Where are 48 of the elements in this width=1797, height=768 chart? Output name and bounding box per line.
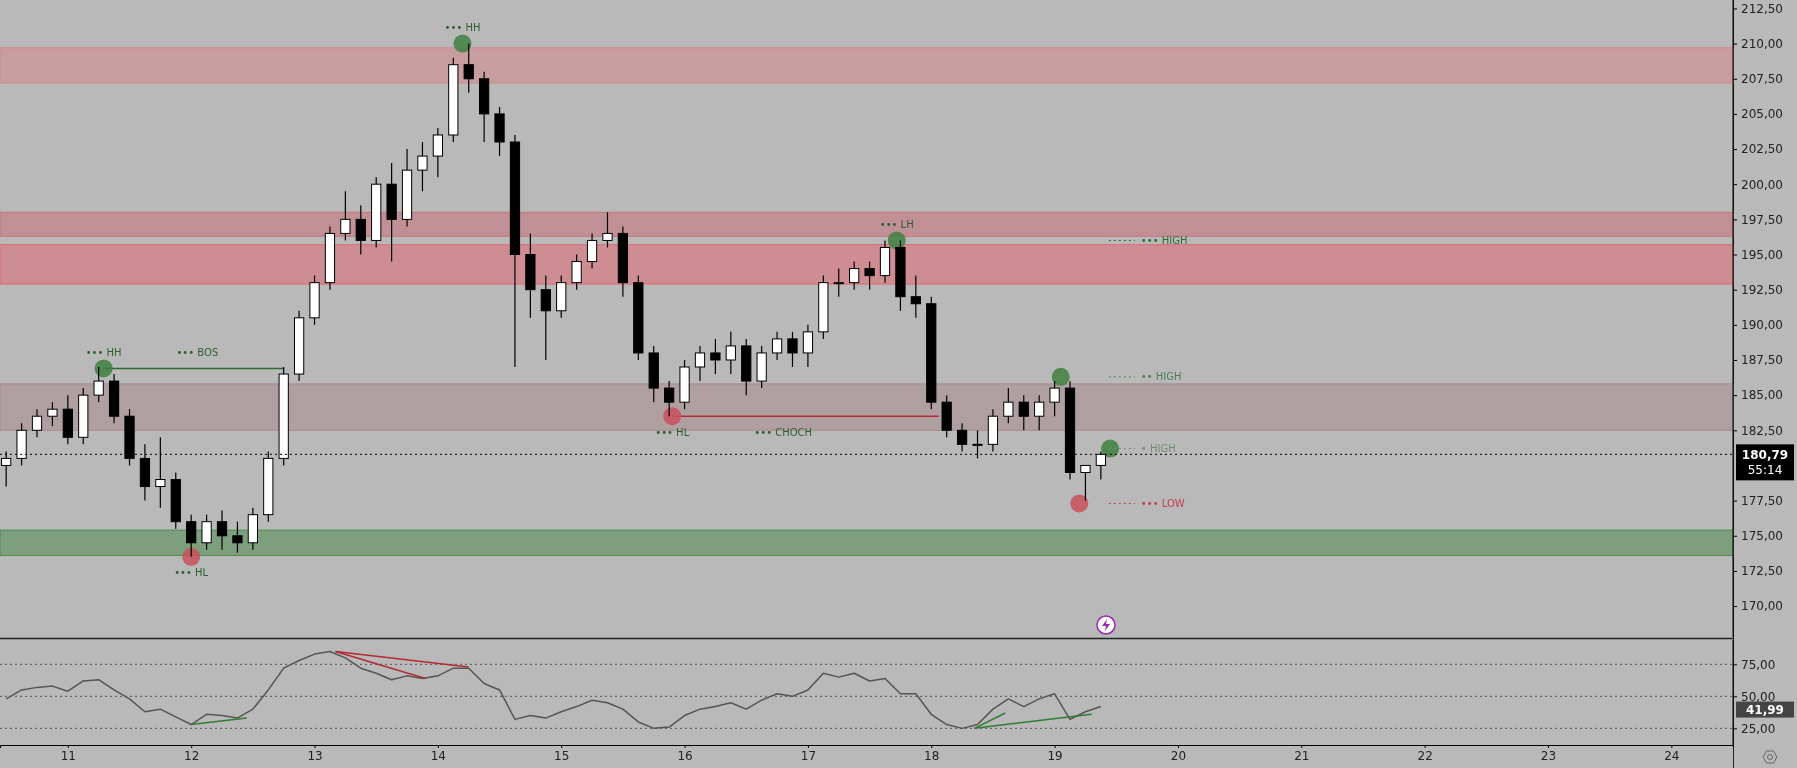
x-tick-label: 19: [1047, 748, 1063, 763]
x-tick-label: 17: [800, 748, 817, 763]
x-tick-label: 14: [430, 748, 447, 763]
y-tick-label: 177,50: [1741, 493, 1783, 508]
x-tick-label: 15: [554, 748, 570, 763]
y-tick-label: 207,50: [1741, 72, 1783, 87]
y-tick-label: 212,50: [1741, 1, 1783, 16]
ref-line-label: ••• LOW: [1140, 497, 1185, 509]
text: 55:14: [1747, 463, 1783, 478]
y-tick-label: 185,00: [1741, 388, 1783, 403]
x-tick-label: 11: [60, 748, 76, 763]
y-tick-label: 192,50: [1741, 283, 1783, 298]
x-tick-label: 21: [1294, 748, 1310, 763]
annotation: ••• HH: [444, 22, 481, 34]
y-tick-label: 195,00: [1741, 247, 1783, 262]
y-tick-label: 210,00: [1741, 36, 1783, 51]
y-tick-label: 190,00: [1741, 318, 1783, 333]
y-tick-label: 172,50: [1741, 564, 1783, 579]
y-tick-label: 202,50: [1741, 142, 1783, 157]
x-tick-label: 22: [1417, 748, 1433, 763]
x-tick-label: 20: [1170, 748, 1187, 763]
annotation: ••• HL: [174, 567, 209, 579]
y-tick-label: 197,50: [1741, 212, 1783, 227]
y-tick-label: 182,50: [1741, 423, 1783, 438]
ref-line-label: •• HIGH: [1140, 371, 1182, 383]
ref-line-label: ••• HIGH: [1140, 234, 1188, 246]
y-tick-label: 170,00: [1741, 599, 1783, 614]
x-tick-label: 23: [1540, 748, 1557, 763]
y-tick-label: 187,50: [1741, 353, 1783, 368]
y-tick-label: 25,00: [1741, 721, 1776, 736]
annotation: ••• BOS: [176, 346, 219, 358]
x-tick-label: 24: [1664, 748, 1680, 763]
x-tick-label: 13: [307, 748, 323, 763]
ref-line-label: 180,79: [1741, 448, 1789, 463]
annotation: ••• LH: [879, 218, 914, 230]
text: 41,99: [1746, 702, 1784, 717]
annotation: ••• CHOCH: [754, 426, 813, 438]
annotation: ••• HL: [655, 426, 690, 438]
y-tick-label: 200,00: [1741, 177, 1783, 192]
y-tick-label: 175,00: [1741, 529, 1783, 544]
y-tick-label: 205,00: [1741, 107, 1783, 122]
x-tick-label: 16: [677, 748, 693, 763]
y-tick-label: 50,00: [1741, 689, 1776, 704]
ref-line-label: • HIGH: [1140, 443, 1176, 455]
annotation: ••• HH: [85, 346, 122, 358]
x-tick-label: 18: [924, 748, 940, 763]
y-tick-label: 75,00: [1741, 657, 1776, 672]
x-tick-label: 12: [184, 748, 200, 763]
